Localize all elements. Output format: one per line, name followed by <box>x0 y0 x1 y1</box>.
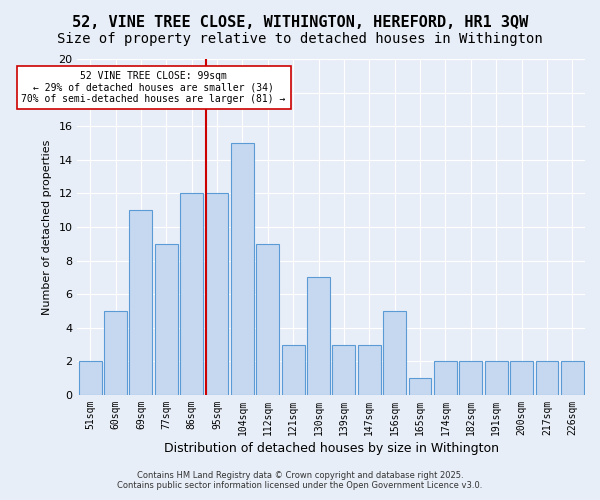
Bar <box>180 194 203 395</box>
Bar <box>307 278 330 395</box>
Y-axis label: Number of detached properties: Number of detached properties <box>41 140 52 314</box>
Bar <box>510 362 533 395</box>
Text: Contains HM Land Registry data © Crown copyright and database right 2025.
Contai: Contains HM Land Registry data © Crown c… <box>118 470 482 490</box>
Bar <box>155 244 178 395</box>
Bar <box>206 194 229 395</box>
X-axis label: Distribution of detached houses by size in Withington: Distribution of detached houses by size … <box>164 442 499 455</box>
Bar <box>282 344 305 395</box>
Text: Size of property relative to detached houses in Withington: Size of property relative to detached ho… <box>57 32 543 46</box>
Bar <box>383 311 406 395</box>
Bar <box>409 378 431 395</box>
Bar <box>256 244 279 395</box>
Bar <box>79 362 101 395</box>
Bar <box>561 362 584 395</box>
Bar <box>485 362 508 395</box>
Bar <box>358 344 381 395</box>
Bar <box>231 143 254 395</box>
Text: 52 VINE TREE CLOSE: 99sqm
← 29% of detached houses are smaller (34)
70% of semi-: 52 VINE TREE CLOSE: 99sqm ← 29% of detac… <box>22 71 286 104</box>
Bar <box>332 344 355 395</box>
Bar <box>434 362 457 395</box>
Text: 52, VINE TREE CLOSE, WITHINGTON, HEREFORD, HR1 3QW: 52, VINE TREE CLOSE, WITHINGTON, HEREFOR… <box>72 15 528 30</box>
Bar <box>536 362 559 395</box>
Bar <box>104 311 127 395</box>
Bar <box>130 210 152 395</box>
Bar <box>460 362 482 395</box>
